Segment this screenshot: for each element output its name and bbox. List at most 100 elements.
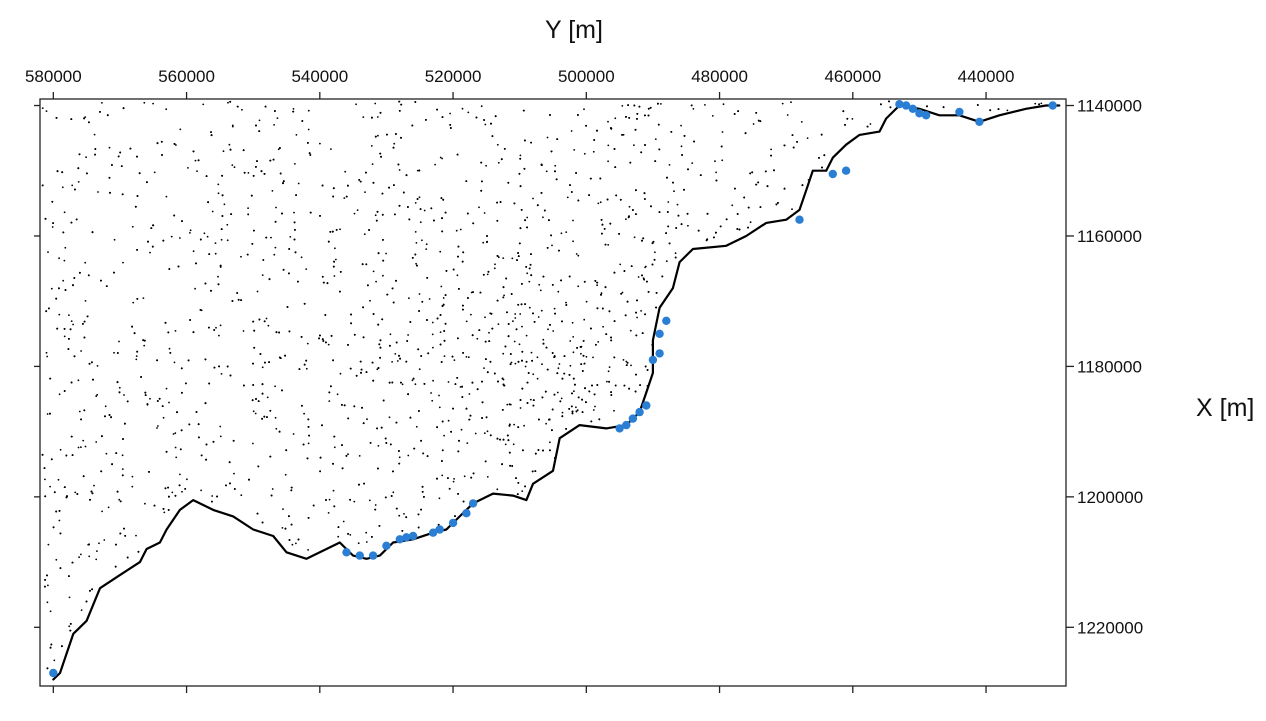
mesh-point — [542, 342, 545, 345]
mesh-point — [129, 147, 132, 150]
mesh-point — [301, 120, 304, 122]
boundary-node-marker — [435, 525, 444, 534]
mesh-point — [69, 328, 72, 331]
mesh-point — [431, 399, 434, 402]
mesh-point — [405, 174, 408, 177]
mesh-point — [520, 303, 523, 306]
mesh-point — [330, 148, 332, 151]
mesh-point — [673, 190, 675, 193]
mesh-point — [186, 478, 188, 481]
mesh-point — [697, 229, 700, 232]
mesh-point — [561, 411, 564, 414]
mesh-point — [303, 363, 306, 366]
mesh-point — [167, 486, 170, 489]
mesh-point — [501, 377, 504, 380]
mesh-point — [516, 259, 518, 261]
mesh-point — [308, 434, 310, 437]
mesh-point — [195, 262, 197, 265]
mesh-point — [575, 172, 577, 174]
mesh-point — [377, 467, 379, 470]
mesh-point — [328, 498, 331, 501]
mesh-point — [598, 418, 601, 421]
mesh-point — [721, 159, 724, 162]
mesh-point — [143, 101, 146, 104]
mesh-point — [577, 396, 580, 399]
mesh-point — [639, 384, 641, 386]
mesh-point — [243, 384, 245, 387]
mesh-point — [439, 156, 442, 159]
mesh-point — [452, 480, 455, 483]
mesh-point — [122, 107, 125, 110]
mesh-point — [517, 255, 520, 257]
mesh-point — [381, 318, 384, 321]
boundary-node-marker — [342, 548, 351, 557]
mesh-point — [770, 154, 772, 157]
mesh-point — [375, 280, 377, 283]
mesh-point — [439, 343, 442, 346]
mesh-point — [551, 429, 553, 432]
mesh-point — [252, 175, 255, 177]
mesh-point — [596, 284, 598, 287]
mesh-point — [370, 145, 373, 147]
mesh-point — [420, 508, 422, 511]
mesh-point — [677, 214, 680, 217]
mesh-point — [161, 405, 164, 407]
mesh-point — [524, 485, 526, 488]
mesh-point — [643, 278, 645, 281]
mesh-point — [213, 329, 216, 331]
mesh-point — [469, 414, 472, 417]
mesh-point — [786, 114, 789, 116]
mesh-point — [621, 291, 624, 294]
mesh-point — [252, 384, 255, 386]
mesh-point — [563, 372, 566, 375]
mesh-point — [290, 489, 293, 492]
mesh-point — [651, 263, 654, 266]
mesh-point — [428, 298, 431, 300]
mesh-point — [607, 370, 610, 373]
mesh-point — [286, 306, 289, 308]
mesh-point — [211, 210, 214, 213]
mesh-point — [610, 394, 613, 396]
mesh-point — [502, 438, 505, 441]
mesh-point — [369, 442, 372, 444]
mesh-point — [457, 450, 460, 453]
mesh-point — [68, 314, 70, 316]
mesh-point — [83, 409, 86, 412]
mesh-point — [59, 532, 62, 535]
x-tick-label: 460000 — [824, 67, 881, 86]
mesh-point — [501, 409, 504, 411]
mesh-point — [274, 220, 277, 223]
mesh-point — [76, 493, 79, 495]
mesh-point — [421, 239, 423, 242]
mesh-point — [514, 317, 517, 319]
mesh-point — [520, 209, 523, 211]
mesh-point — [163, 511, 166, 514]
mesh-point — [532, 197, 534, 200]
mesh-point — [467, 356, 470, 359]
mesh-point — [517, 482, 520, 484]
mesh-point — [208, 253, 211, 256]
mesh-point — [458, 288, 460, 290]
mesh-point — [307, 142, 309, 144]
mesh-point — [398, 462, 401, 465]
mesh-point — [233, 488, 236, 490]
mesh-point — [110, 416, 112, 419]
mesh-point — [282, 180, 285, 183]
mesh-point — [307, 109, 310, 112]
mesh-point — [255, 398, 257, 400]
mesh-point — [267, 324, 270, 327]
mesh-point — [135, 355, 138, 357]
mesh-point — [44, 478, 46, 481]
mesh-point — [641, 239, 643, 242]
mesh-point — [104, 405, 107, 408]
mesh-point — [635, 213, 637, 216]
mesh-point — [113, 271, 115, 274]
mesh-point — [461, 385, 463, 388]
mesh-point — [273, 253, 276, 256]
mesh-point — [408, 297, 410, 300]
mesh-point — [457, 337, 459, 340]
mesh-point — [601, 223, 604, 226]
mesh-point — [385, 252, 387, 255]
mesh-point — [279, 172, 282, 175]
